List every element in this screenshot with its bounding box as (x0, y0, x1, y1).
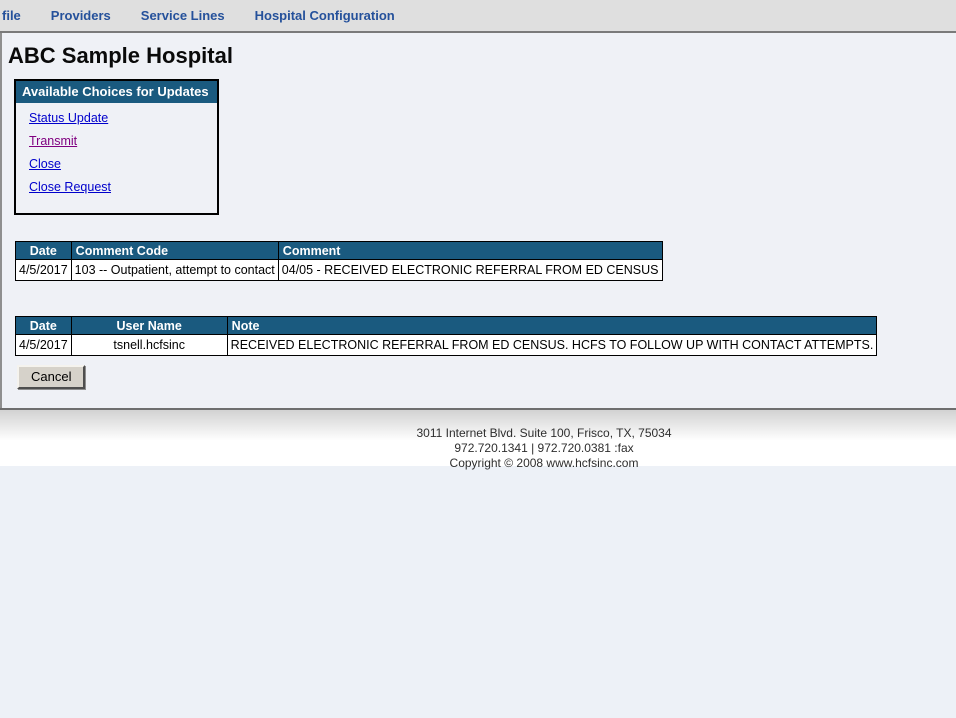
footer-text-block: 3011 Internet Blvd. Suite 100, Frisco, T… (0, 410, 956, 471)
table-row: 4/5/2017 103 -- Outpatient, attempt to c… (15, 259, 663, 281)
link-transmit[interactable]: Transmit (29, 134, 78, 148)
main-content: ABC Sample Hospital Available Choices fo… (0, 33, 956, 408)
link-close-request[interactable]: Close Request (29, 180, 111, 194)
comments-table-header-row: Date Comment Code Comment (15, 241, 663, 260)
nav-item-providers[interactable]: Providers (50, 8, 111, 23)
footer-copyright: Copyright © 2008 www.hcfsinc.com (449, 456, 639, 470)
page-title: ABC Sample Hospital (8, 43, 233, 68)
top-navbar: file Providers Service Lines Hospital Co… (0, 0, 956, 33)
link-status-update[interactable]: Status Update (29, 111, 109, 125)
comments-header-date: Date (15, 241, 72, 260)
comments-header-comment: Comment (277, 241, 663, 260)
notes-header-note: Note (226, 316, 878, 335)
notes-header-user-name: User Name (70, 316, 228, 335)
page-background-fill (0, 466, 956, 718)
available-choices-header: Available Choices for Updates (16, 81, 217, 103)
note-date-cell: 4/5/2017 (15, 334, 72, 356)
comment-code-cell: 103 -- Outpatient, attempt to contact (70, 259, 279, 281)
comment-text-cell: 04/05 - RECEIVED ELECTRONIC REFERRAL FRO… (277, 259, 663, 281)
footer-phone-fax: 972.720.1341 | 972.720.0381 :fax (454, 441, 634, 455)
table-row: 4/5/2017 tsnell.hcfsinc RECEIVED ELECTRO… (15, 334, 878, 356)
notes-header-date: Date (15, 316, 72, 335)
comments-table: Date Comment Code Comment 4/5/2017 103 -… (15, 241, 663, 281)
cancel-button[interactable]: Cancel (17, 365, 86, 389)
nav-item-hospital-configuration[interactable]: Hospital Configuration (254, 8, 395, 23)
link-close[interactable]: Close (29, 157, 61, 171)
note-user-cell: tsnell.hcfsinc (70, 334, 228, 356)
comments-header-comment-code: Comment Code (70, 241, 279, 260)
available-choices-panel: Available Choices for Updates Status Upd… (14, 79, 219, 215)
page-footer: 3011 Internet Blvd. Suite 100, Frisco, T… (0, 408, 956, 470)
notes-table-header-row: Date User Name Note (15, 316, 878, 335)
nav-item-file[interactable]: file (2, 8, 21, 23)
comment-date-cell: 4/5/2017 (15, 259, 72, 281)
available-choices-links: Status Update Transmit Close Close Reque… (16, 103, 217, 213)
notes-table: Date User Name Note 4/5/2017 tsnell.hcfs… (15, 316, 878, 356)
nav-item-service-lines[interactable]: Service Lines (140, 8, 225, 23)
footer-address: 3011 Internet Blvd. Suite 100, Frisco, T… (416, 426, 672, 440)
note-text-cell: RECEIVED ELECTRONIC REFERRAL FROM ED CEN… (226, 334, 878, 356)
